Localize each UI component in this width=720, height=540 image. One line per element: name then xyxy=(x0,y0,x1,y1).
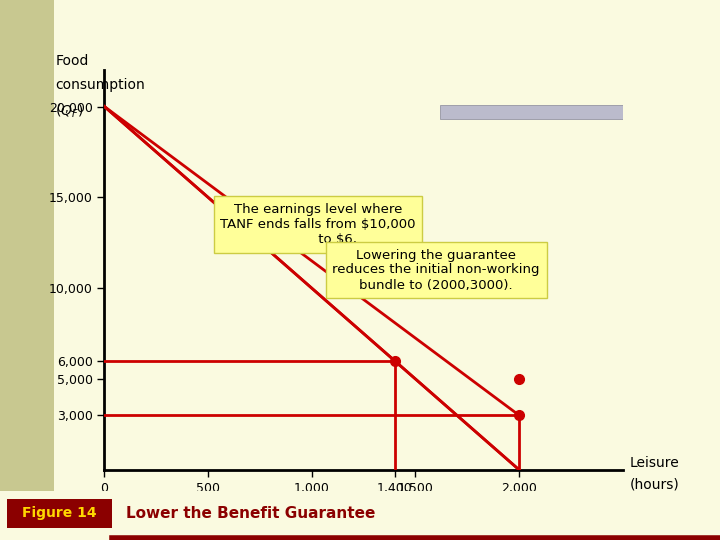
Bar xyxy=(441,105,623,119)
Text: Figure 14: Figure 14 xyxy=(22,507,96,520)
Text: consumption: consumption xyxy=(55,78,145,92)
Text: ($Q_F$): ($Q_F$) xyxy=(55,103,84,120)
Text: (hours): (hours) xyxy=(630,478,680,492)
Text: Lowering the guarantee
reduces the initial non-working
bundle to (2000,3000).: Lowering the guarantee reduces the initi… xyxy=(333,248,540,292)
Text: Leisure: Leisure xyxy=(630,456,680,470)
Bar xyxy=(7,499,112,528)
Text: The earnings level where
TANF ends falls from $10,000
         to $6,: The earnings level where TANF ends falls… xyxy=(220,203,415,246)
Text: Food: Food xyxy=(55,54,89,68)
Text: Lower the Benefit Guarantee: Lower the Benefit Guarantee xyxy=(126,506,375,521)
